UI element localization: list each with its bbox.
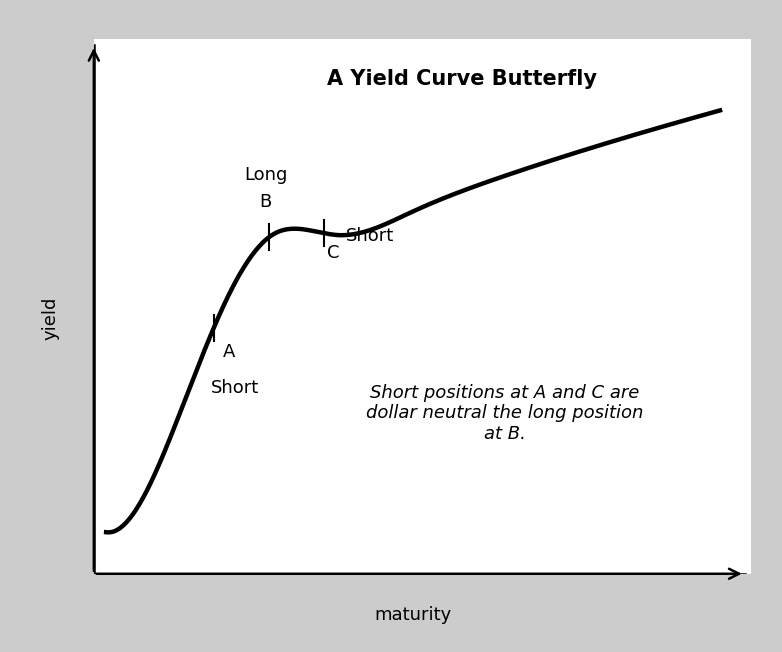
Text: yield: yield: [42, 297, 60, 340]
Text: Short positions at A and C are
dollar neutral the long position
at B.: Short positions at A and C are dollar ne…: [367, 383, 644, 443]
Text: A: A: [223, 343, 235, 361]
Text: maturity: maturity: [375, 606, 452, 625]
Text: B: B: [260, 192, 272, 211]
Text: A Yield Curve Butterfly: A Yield Curve Butterfly: [327, 69, 597, 89]
Text: Short: Short: [210, 379, 259, 397]
Text: Short: Short: [346, 227, 394, 245]
Text: C: C: [327, 244, 339, 262]
Text: Long: Long: [244, 166, 288, 184]
